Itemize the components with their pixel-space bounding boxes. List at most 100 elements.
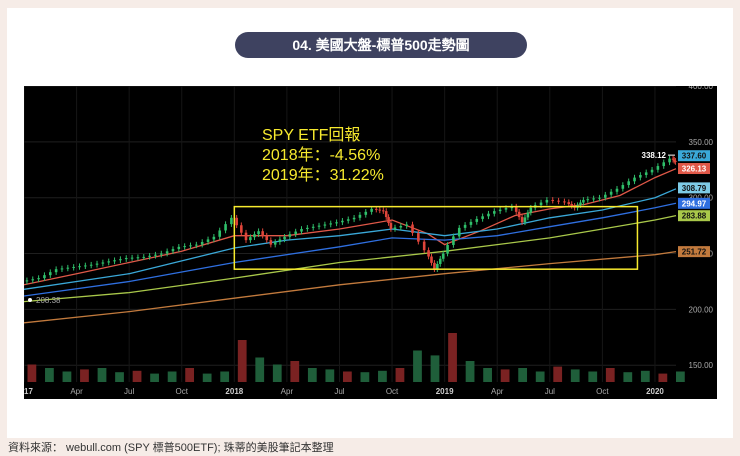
price-candle-body bbox=[430, 256, 433, 263]
chart-panel[interactable]: 400.00350.00300.00250.00200.00150.002017… bbox=[24, 86, 717, 399]
moving-average-line bbox=[24, 250, 677, 324]
price-tag: 294.97 bbox=[682, 199, 707, 208]
volume-bar bbox=[80, 369, 89, 382]
moving-average-line bbox=[24, 188, 677, 290]
price-candle-body bbox=[25, 280, 29, 282]
price-candle-body bbox=[417, 233, 420, 242]
price-candle-body bbox=[627, 181, 630, 186]
price-candle-body bbox=[37, 278, 40, 280]
price-candle-body bbox=[124, 258, 128, 260]
price-candle-body bbox=[529, 207, 533, 213]
volume-bar bbox=[658, 373, 668, 382]
price-candle-body bbox=[517, 211, 521, 218]
x-tick-label: Jul bbox=[124, 387, 134, 396]
price-candle-body bbox=[668, 158, 671, 163]
price-candle-body bbox=[504, 208, 508, 210]
price-candle-body bbox=[212, 236, 216, 240]
price-candle-body bbox=[374, 208, 378, 210]
volume-bar bbox=[307, 368, 317, 382]
y-tick-label: 350.00 bbox=[689, 138, 714, 147]
price-candle-body bbox=[639, 174, 642, 178]
annotation-line-2: 2018年：-4.56% bbox=[262, 146, 380, 164]
annotation-line-1: SPY ETF回報 bbox=[262, 126, 360, 144]
moving-averages bbox=[24, 168, 677, 324]
x-tick-label: Oct bbox=[176, 387, 189, 396]
price-candle-body bbox=[48, 272, 52, 276]
price-tag-bg bbox=[678, 246, 710, 258]
price-candle-body bbox=[526, 212, 530, 218]
price-candle-body bbox=[261, 231, 264, 236]
price-candle-body bbox=[592, 198, 595, 200]
price-candle-body bbox=[382, 210, 385, 212]
price-candle-body bbox=[183, 246, 186, 248]
annotation-line-3: 2019年：31.22% bbox=[262, 166, 384, 184]
price-candle-body bbox=[43, 275, 46, 279]
volume-bar bbox=[62, 371, 72, 382]
price-candle-body bbox=[523, 217, 527, 223]
price-candle-body bbox=[253, 234, 256, 238]
price-candle-body bbox=[130, 257, 134, 259]
x-tick-label: Jul bbox=[334, 387, 344, 396]
price-candle-body bbox=[288, 234, 292, 237]
price-candle-body bbox=[650, 169, 654, 173]
price-candle-body bbox=[514, 206, 518, 212]
price-candle-body bbox=[335, 222, 338, 224]
x-tick-label: Apr bbox=[281, 387, 294, 396]
price-candle-body bbox=[469, 221, 473, 225]
volume-bar bbox=[237, 340, 247, 382]
price-candle-body bbox=[436, 263, 439, 270]
price-candle-body bbox=[427, 250, 430, 257]
price-candle-body bbox=[405, 224, 408, 226]
axes: 400.00350.00300.00250.00200.00150.002017… bbox=[24, 86, 714, 396]
price-candle-body bbox=[136, 257, 140, 259]
price-candle-body bbox=[265, 235, 269, 241]
price-candle-body bbox=[218, 230, 222, 237]
volume-bar bbox=[27, 364, 37, 382]
price-candle-body bbox=[563, 201, 566, 203]
price-candle-body bbox=[384, 211, 388, 218]
price-tag-bg bbox=[678, 197, 710, 209]
page-title: 04. 美國大盤-標普500走勢圖 bbox=[235, 32, 527, 58]
price-candle-body bbox=[399, 225, 403, 228]
price-candle-body bbox=[195, 244, 198, 246]
price-candle-body bbox=[206, 239, 210, 243]
volume-bar bbox=[220, 371, 230, 382]
price-candle-body bbox=[487, 213, 490, 217]
y-tick-label: 200.00 bbox=[689, 305, 714, 314]
volume-bar bbox=[255, 357, 265, 382]
price-candle-body bbox=[165, 251, 169, 254]
volume-bar bbox=[483, 368, 492, 382]
price-candle-body bbox=[378, 209, 382, 211]
price-candle-body bbox=[662, 162, 666, 167]
y-tick-label: 400.00 bbox=[689, 86, 714, 91]
price-candle-body bbox=[171, 249, 175, 252]
volume-bar bbox=[518, 368, 528, 382]
price-candle-body bbox=[633, 177, 636, 182]
price-candle-body bbox=[364, 211, 368, 215]
spy-price-chart[interactable]: 400.00350.00300.00250.00200.00150.002017… bbox=[24, 86, 717, 399]
volume-bar bbox=[378, 370, 387, 382]
x-tick-label: Oct bbox=[386, 387, 399, 396]
price-candle-body bbox=[389, 223, 393, 229]
price-candle-body bbox=[159, 253, 163, 255]
moving-average-line bbox=[24, 202, 677, 297]
price-candle-body bbox=[604, 194, 607, 198]
x-tick-label: Jul bbox=[545, 387, 555, 396]
moving-average-line bbox=[24, 214, 677, 303]
start-price-label: 208.38 bbox=[36, 296, 61, 305]
price-tag: 326.13 bbox=[682, 165, 707, 174]
price-candle-body bbox=[621, 185, 625, 189]
price-candle-body bbox=[387, 217, 390, 224]
price-candle-body bbox=[78, 266, 81, 268]
price-candle-body bbox=[31, 279, 35, 281]
volume-bar bbox=[97, 368, 107, 382]
price-candle-body bbox=[148, 255, 151, 257]
price-candle-body bbox=[441, 253, 445, 259]
price-tag-bg bbox=[678, 210, 710, 222]
volume-bar bbox=[535, 371, 545, 382]
volume-bar bbox=[676, 371, 685, 382]
price-tag: 337.60 bbox=[682, 152, 707, 161]
price-candle-body bbox=[119, 259, 122, 261]
price-tag: 308.79 bbox=[682, 184, 707, 193]
price-series bbox=[25, 155, 677, 285]
